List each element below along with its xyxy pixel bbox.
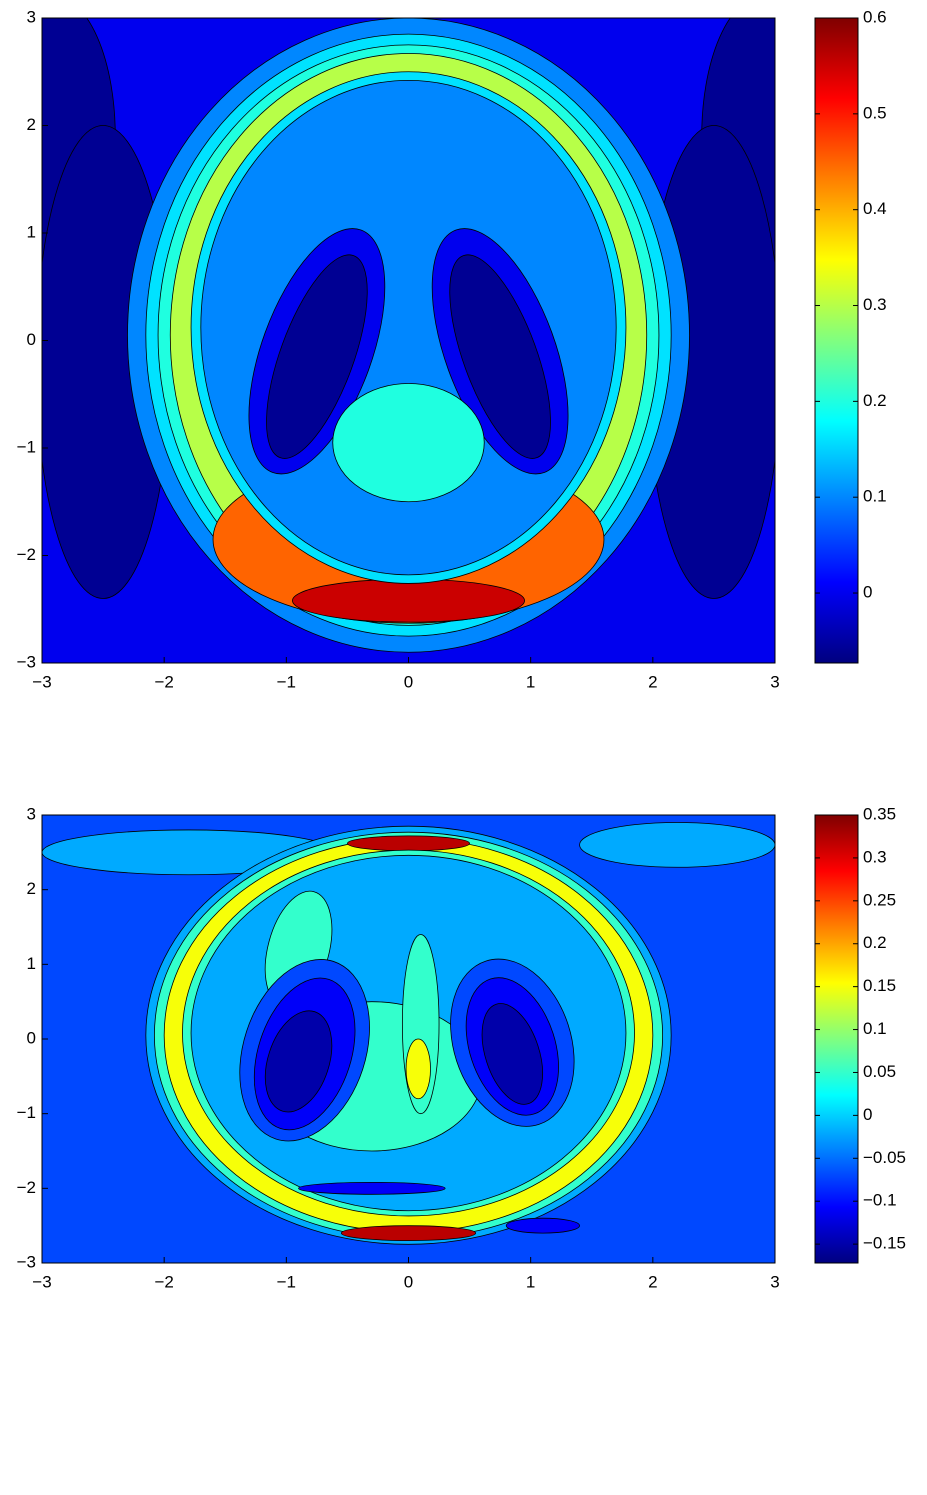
y-tick-label: −2 [17,1178,36,1197]
colorbar-tick-label: 0 [863,583,872,602]
y-tick-label: −2 [17,545,36,564]
x-tick-label: −1 [277,672,296,691]
y-tick-label: −3 [17,652,36,671]
contour-region [505,1217,580,1234]
colorbar-tick-label: 0.25 [863,890,896,909]
y-tick-label: 0 [27,330,36,349]
colorbar-tick-label: 0.5 [863,103,887,122]
colorbar-tick-label: 0.05 [863,1062,896,1081]
y-tick-label: 3 [27,7,36,26]
contour-region [264,1010,333,1113]
y-tick-label: −1 [17,437,36,456]
colorbar-tick-label: 0 [863,1105,872,1124]
x-tick-label: 0 [404,672,413,691]
x-tick-label: 2 [648,1272,657,1291]
colorbar-tick-label: −0.15 [863,1234,906,1253]
y-tick-label: −3 [17,1252,36,1271]
colorbar [814,814,859,1264]
colorbar-tick-label: 0.4 [863,199,887,218]
colorbar [814,17,859,664]
colorbar-tick-label: 0.2 [863,933,887,952]
colorbar-tick-label: 0.1 [863,1019,887,1038]
x-tick-label: 1 [526,1272,535,1291]
contour-region [266,254,368,459]
colorbar-tick-label: −0.05 [863,1148,906,1167]
colorbar-tick-label: −0.1 [863,1191,897,1210]
y-tick-label: −1 [17,1103,36,1122]
contour-region [481,1003,543,1105]
x-tick-label: −1 [277,1272,296,1291]
contour-region [332,383,485,503]
x-tick-label: −2 [154,1272,173,1291]
y-tick-label: 0 [27,1028,36,1047]
contour-region [292,578,525,623]
y-tick-label: 3 [27,804,36,823]
x-tick-label: 3 [770,672,779,691]
x-tick-label: 0 [404,1272,413,1291]
contour-region [347,835,470,852]
y-tick-label: 2 [27,115,36,134]
colorbar-tick-label: 0.35 [863,804,896,823]
y-tick-label: 1 [27,222,36,241]
contour-region [340,1225,477,1241]
x-tick-label: 2 [648,672,657,691]
contour-region [449,254,551,459]
x-tick-label: −3 [32,1272,51,1291]
colorbar-tick-label: 0.2 [863,391,887,410]
colorbar-tick-label: 0.1 [863,487,887,506]
y-tick-label: 2 [27,879,36,898]
contour-region [298,1181,446,1195]
colorbar-tick-label: 0.3 [863,847,887,866]
x-tick-label: −3 [32,672,51,691]
x-tick-label: 3 [770,1272,779,1291]
y-tick-label: 1 [27,954,36,973]
contour-region [579,822,775,868]
x-tick-label: 1 [526,672,535,691]
contour-plot [42,18,775,663]
colorbar-tick-label: 0.15 [863,976,896,995]
x-tick-label: −2 [154,672,173,691]
colorbar-tick-label: 0.6 [863,7,887,26]
contour-plot [42,815,775,1263]
contour-region [405,1038,431,1100]
colorbar-tick-label: 0.3 [863,295,887,314]
